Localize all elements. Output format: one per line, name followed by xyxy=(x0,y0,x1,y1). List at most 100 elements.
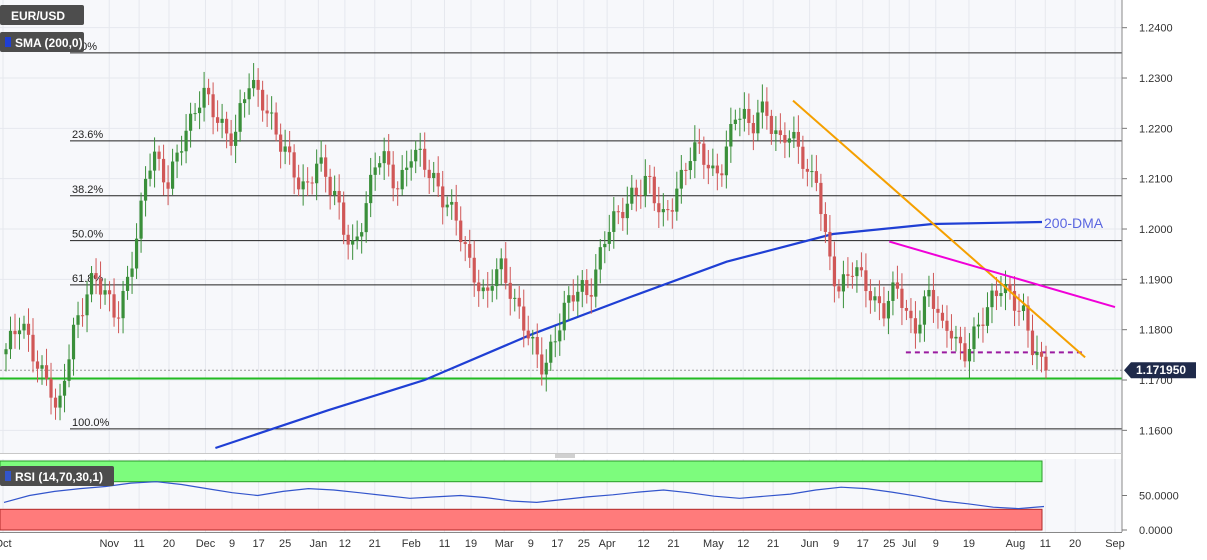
pink-trend-line xyxy=(889,240,1116,308)
candle-body xyxy=(702,143,706,165)
candle-body xyxy=(837,286,841,292)
candle-body xyxy=(396,188,400,190)
candle-body xyxy=(720,173,724,176)
candle-body xyxy=(252,79,256,89)
candle-body xyxy=(882,303,886,319)
candle-body xyxy=(832,256,836,287)
candle-body xyxy=(206,87,211,95)
candle-body xyxy=(26,323,31,335)
candle-body xyxy=(634,187,638,196)
y-tick-label: 1.1600 xyxy=(1139,425,1173,437)
x-tick-label: Jun xyxy=(801,538,819,550)
symbol-label: EUR/USD xyxy=(11,9,65,23)
candle-body xyxy=(774,130,778,134)
candle-body xyxy=(405,167,409,170)
candle-body xyxy=(657,203,661,213)
candle-body xyxy=(382,151,386,164)
candle-body xyxy=(1012,290,1017,311)
candle-body xyxy=(526,330,530,339)
candle-body xyxy=(648,175,652,177)
x-tick-label: 9 xyxy=(229,538,235,550)
candle-body xyxy=(769,115,773,134)
candle-body xyxy=(414,149,418,162)
x-tick-label: Feb xyxy=(402,538,421,550)
candle-body xyxy=(229,133,233,146)
rsi-label: RSI (14,70,30,1) xyxy=(15,470,103,484)
candle-body xyxy=(152,151,157,171)
candle-body xyxy=(184,130,188,152)
candle-body xyxy=(49,378,53,398)
x-tick-label: 9 xyxy=(528,538,534,550)
candle-body xyxy=(481,287,485,292)
candle-body xyxy=(409,161,413,168)
candle-body xyxy=(427,169,431,179)
candle-body xyxy=(900,288,904,308)
rsi-bands xyxy=(0,460,1043,531)
candle-body xyxy=(859,267,864,271)
y-tick-label: 1.2100 xyxy=(1139,174,1173,186)
candle-body xyxy=(306,181,310,183)
candle-body xyxy=(490,286,494,291)
candle-body xyxy=(535,336,539,355)
candle-body xyxy=(513,297,517,299)
candle-body xyxy=(958,336,963,344)
x-tick-label: 11 xyxy=(439,538,450,550)
candle-body xyxy=(234,131,238,146)
candle-body xyxy=(909,310,913,319)
candle-body xyxy=(139,200,143,239)
candle-body xyxy=(107,290,112,295)
candle-body xyxy=(355,236,359,241)
candle-body xyxy=(679,169,683,189)
candle-body xyxy=(1030,330,1035,356)
x-tick-label: Jan xyxy=(309,538,327,550)
x-tick-label: 25 xyxy=(578,538,590,550)
candle-body xyxy=(116,317,121,319)
x-tick-label: 21 xyxy=(667,538,679,550)
fib-label: 61.8% xyxy=(72,273,103,285)
candle-body xyxy=(89,273,94,295)
fib-label: 23.6% xyxy=(72,129,103,141)
candle-body xyxy=(499,258,503,270)
candle-body xyxy=(693,142,697,162)
candle-body xyxy=(373,167,377,175)
candle-body xyxy=(598,247,602,270)
candle-body xyxy=(175,152,179,162)
candle-body xyxy=(436,172,440,187)
candle-body xyxy=(130,268,134,277)
rsi-tick-label: 50.0000 xyxy=(1139,491,1179,503)
x-tick-label: 20 xyxy=(163,538,175,550)
x-tick-label: 12 xyxy=(737,538,749,550)
candle-body xyxy=(179,151,184,153)
candle-body xyxy=(188,113,193,131)
x-tick-label: 11 xyxy=(1040,538,1051,550)
fib-label: 100.0% xyxy=(72,417,110,429)
candle-body xyxy=(495,269,499,287)
candle-body xyxy=(265,110,269,114)
fib-label: 38.2% xyxy=(72,184,103,196)
y-tick-label: 1.2200 xyxy=(1139,123,1173,135)
candle-body xyxy=(67,359,71,381)
candle-body xyxy=(517,297,521,307)
candle-body xyxy=(103,290,107,295)
candle-body xyxy=(342,202,346,235)
candle-body xyxy=(297,177,301,190)
candle-body xyxy=(418,148,422,150)
candle-body xyxy=(625,203,629,219)
x-tick-label: Dec xyxy=(196,538,216,550)
candle-body xyxy=(225,118,229,134)
candle-body xyxy=(823,214,827,232)
candle-body xyxy=(661,209,665,213)
candle-body xyxy=(594,269,598,297)
candle-body xyxy=(954,336,958,339)
candle-body xyxy=(337,190,341,203)
candle-body xyxy=(134,238,139,269)
candle-body xyxy=(756,112,760,134)
labels: EUR/USD SMA (200,0) RSI (14,70,30,1) xyxy=(0,5,114,486)
candle-body xyxy=(787,138,791,143)
candle-body xyxy=(94,273,98,279)
candle-body xyxy=(886,300,891,319)
candle-body xyxy=(963,343,967,362)
candle-body xyxy=(211,94,215,118)
candle-body xyxy=(148,170,152,179)
candle-body xyxy=(553,341,557,343)
